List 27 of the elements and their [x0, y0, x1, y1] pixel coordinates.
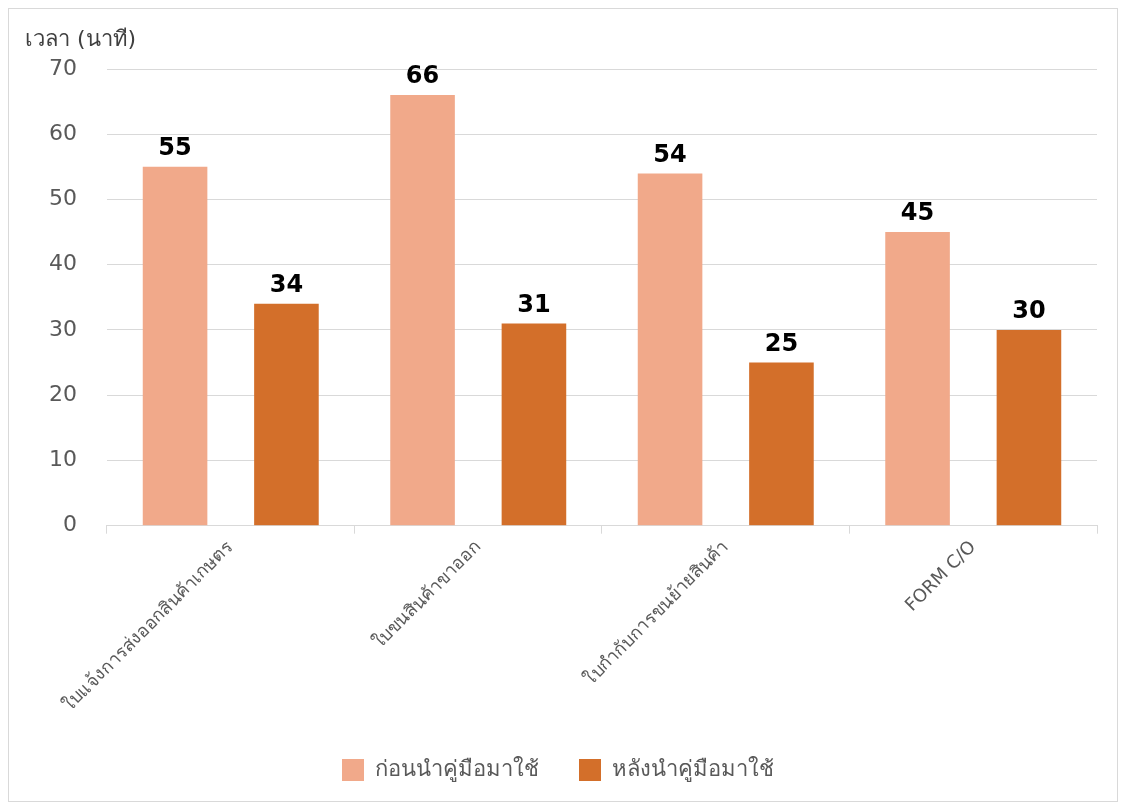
y-tick-label: 70 — [48, 54, 77, 80]
y-tick-label: 10 — [48, 446, 77, 472]
legend-label: หลังนำคู่มือมาใช้ — [612, 755, 774, 782]
y-tick-label: 60 — [48, 119, 77, 145]
y-tick-label: 30 — [48, 315, 77, 341]
legend-label: ก่อนนำคู่มือมาใช้ — [375, 755, 539, 782]
data-label: 30 — [1012, 296, 1046, 325]
bar — [885, 232, 950, 526]
bar — [637, 173, 703, 526]
bar — [390, 95, 455, 526]
data-label: 45 — [900, 198, 935, 227]
data-label: 31 — [517, 289, 551, 318]
y-tick-label: 20 — [48, 380, 77, 406]
y-tick-label: 40 — [48, 250, 77, 276]
data-label: 25 — [764, 328, 799, 357]
y-tick-label: 0 — [62, 511, 77, 537]
data-label: 66 — [405, 61, 440, 90]
bar — [749, 362, 814, 526]
data-label: 54 — [653, 139, 687, 168]
bar — [254, 303, 319, 526]
bar — [142, 166, 208, 526]
y-tick-label: 50 — [48, 185, 77, 211]
data-label: 34 — [269, 270, 304, 299]
bar — [996, 329, 1062, 526]
bar — [501, 323, 567, 526]
y-axis-title: เวลา (นาที) — [25, 25, 137, 51]
data-label: 55 — [158, 133, 192, 162]
